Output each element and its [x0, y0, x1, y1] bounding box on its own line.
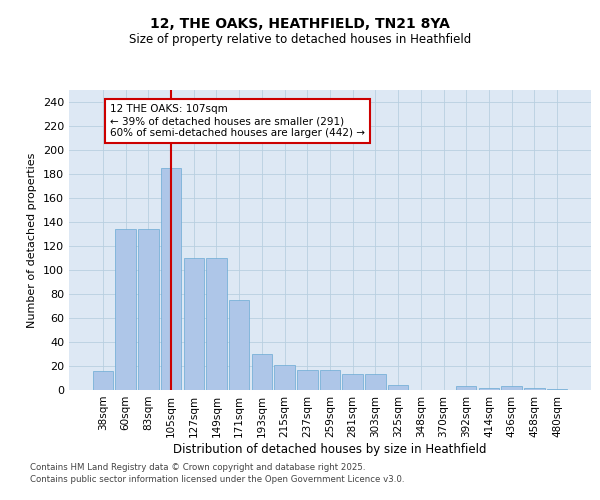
Text: Contains public sector information licensed under the Open Government Licence v3: Contains public sector information licen…	[30, 475, 404, 484]
Bar	[297, 370, 317, 390]
Bar	[547, 389, 567, 390]
Y-axis label: Number of detached properties: Number of detached properties	[28, 152, 37, 328]
Bar	[184, 258, 204, 390]
Bar	[274, 365, 295, 390]
Text: 12, THE OAKS, HEATHFIELD, TN21 8YA: 12, THE OAKS, HEATHFIELD, TN21 8YA	[150, 18, 450, 32]
Bar	[138, 229, 158, 390]
Text: Contains HM Land Registry data © Crown copyright and database right 2025.: Contains HM Land Registry data © Crown c…	[30, 462, 365, 471]
Bar	[115, 229, 136, 390]
X-axis label: Distribution of detached houses by size in Heathfield: Distribution of detached houses by size …	[173, 442, 487, 456]
Bar	[320, 370, 340, 390]
Bar	[388, 385, 409, 390]
Bar	[365, 374, 386, 390]
Bar	[502, 386, 522, 390]
Text: Size of property relative to detached houses in Heathfield: Size of property relative to detached ho…	[129, 32, 471, 46]
Bar	[93, 371, 113, 390]
Text: 12 THE OAKS: 107sqm
← 39% of detached houses are smaller (291)
60% of semi-detac: 12 THE OAKS: 107sqm ← 39% of detached ho…	[110, 104, 365, 138]
Bar	[161, 168, 181, 390]
Bar	[251, 354, 272, 390]
Bar	[229, 300, 250, 390]
Bar	[343, 374, 363, 390]
Bar	[206, 258, 227, 390]
Bar	[456, 386, 476, 390]
Bar	[524, 388, 545, 390]
Bar	[479, 388, 499, 390]
